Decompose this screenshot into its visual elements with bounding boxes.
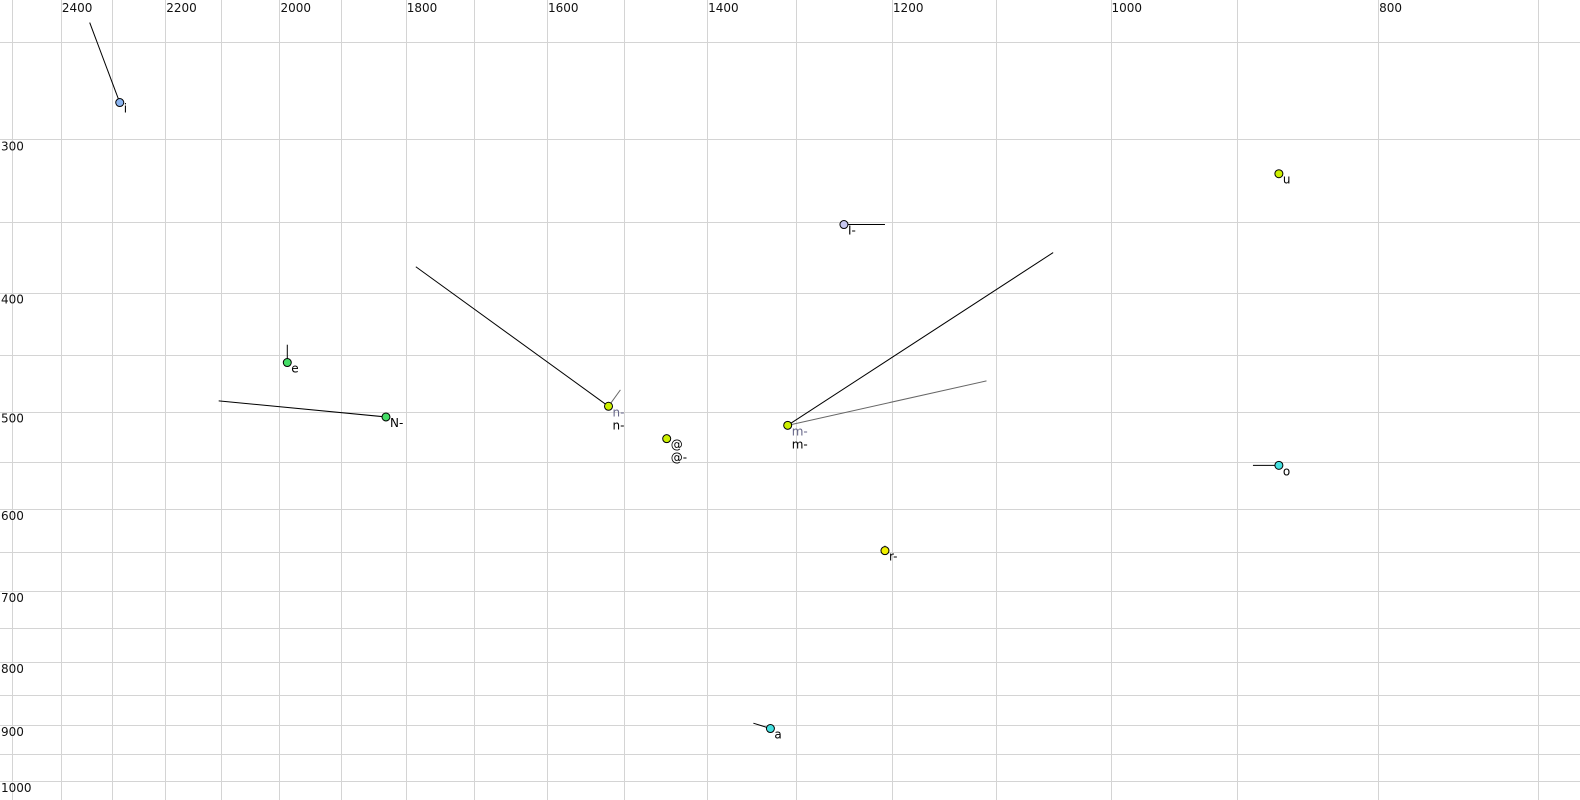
vowel-point-group: e	[282, 344, 299, 376]
vowel-point	[662, 434, 672, 444]
vowel-point-group: N-	[218, 400, 403, 430]
formant-trajectory	[415, 266, 609, 407]
vowel-label: i	[124, 102, 127, 116]
vowel-point	[765, 724, 775, 734]
x-tick-label: 1400	[708, 1, 739, 15]
x-tick-label: 1000	[1112, 1, 1143, 15]
vowel-point	[783, 420, 793, 430]
vowel-point	[115, 98, 125, 108]
vowel-point-group: @@-	[662, 434, 687, 465]
vowel-label: I-	[848, 224, 856, 238]
vowel-point	[839, 220, 849, 230]
vowel-point-group: a	[753, 722, 782, 742]
x-tick-label: 2200	[166, 1, 197, 15]
vowel-point-group: r-	[880, 545, 898, 564]
vowel-point	[381, 412, 391, 422]
formant-trajectory	[89, 22, 121, 103]
formant-trajectory	[218, 400, 387, 418]
y-tick-label: 700	[1, 591, 24, 605]
x-tick-label: 1600	[548, 1, 579, 15]
vowel-label: m-	[792, 437, 808, 451]
vowel-point-group: I-	[839, 220, 885, 238]
y-tick-label: 400	[1, 293, 24, 307]
y-tick-label: 500	[1, 412, 24, 426]
vowel-point	[604, 401, 614, 411]
vowel-label: n-	[613, 405, 625, 419]
vowel-point-group: o	[1252, 460, 1290, 478]
vowel-point-group: n-n-	[415, 266, 625, 432]
vowel-point-group: u	[1274, 169, 1291, 187]
y-tick-label: 300	[1, 139, 24, 153]
vowel-label: N-	[390, 416, 403, 430]
x-tick-label: 800	[1379, 1, 1402, 15]
vowel-point	[1274, 169, 1284, 179]
y-tick-label: 600	[1, 509, 24, 523]
y-tick-label: 1000	[1, 781, 32, 795]
vowel-label: o	[1283, 464, 1290, 478]
vowel-label: a	[774, 728, 781, 742]
vowel-point-group: i	[89, 22, 127, 116]
formant-trajectory	[787, 380, 987, 426]
y-tick-label: 900	[1, 725, 24, 739]
x-tick-label: 1800	[407, 1, 438, 15]
vowel-label: n-	[613, 418, 625, 432]
vowel-label: @	[671, 438, 683, 452]
x-tick-label: 1200	[893, 1, 924, 15]
vowel-point-group: m-m-	[783, 252, 1054, 451]
x-tick-label: 2400	[62, 1, 93, 15]
vowel-point	[282, 358, 292, 368]
vowel-label: r-	[889, 550, 898, 564]
vowel-label: u	[1283, 173, 1291, 187]
vowel-point	[1274, 460, 1284, 470]
vowel-point	[880, 546, 890, 556]
formant-trajectory	[787, 252, 1054, 426]
data-points: i u I-e N-n-n- @@- m-m-o r-a	[89, 22, 1291, 742]
x-tick-label: 2000	[280, 1, 311, 15]
vowel-label: e	[291, 362, 298, 376]
tick-labels: 2400 2200 2000 1800 1600 1400 1200 1000 800 300 40…	[1, 1, 1402, 795]
y-tick-label: 800	[1, 662, 24, 676]
vowel-label: m-	[792, 424, 808, 438]
vowel-label: @-	[671, 451, 687, 465]
